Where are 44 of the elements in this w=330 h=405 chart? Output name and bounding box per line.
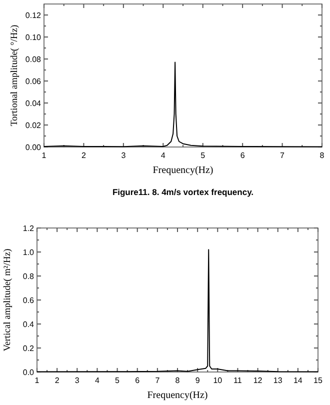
x-tick-label: 10 <box>213 376 223 385</box>
y-tick-label: 0.10 <box>25 33 42 42</box>
x-tick-label: 2 <box>54 376 60 385</box>
y-tick-label: 0.0 <box>22 368 35 377</box>
y-tick-label: 0.6 <box>22 296 35 305</box>
x-tick-label: 4 <box>160 151 166 160</box>
x-tick-label: 7 <box>280 151 286 160</box>
y-tick-label: 0.08 <box>25 55 42 64</box>
x-tick-label: 5 <box>200 151 206 160</box>
x-tick-label: 12 <box>253 376 263 385</box>
x-tick-label: 2 <box>81 151 86 160</box>
x-tick-label: 6 <box>135 376 140 385</box>
x-tick-label: 1 <box>42 151 47 160</box>
y-tick-label: 0.4 <box>22 320 35 329</box>
x-tick-label: 8 <box>175 376 180 385</box>
y-tick-label: 0.06 <box>25 77 42 86</box>
y-tick-label: 1.2 <box>22 224 35 233</box>
x-tick-label: 15 <box>314 376 323 385</box>
x-axis-title: Frequency(Hz) <box>152 165 214 176</box>
x-tick-label: 14 <box>293 376 303 385</box>
y-axis-title: Tortional amplitude( °/Hz) <box>10 24 20 126</box>
x-tick-label: 4 <box>94 376 100 385</box>
x-tick-label: 1 <box>34 376 40 385</box>
x-tick-label: 7 <box>155 376 160 385</box>
x-axis-title: Frequency(Hz) <box>147 390 208 401</box>
y-tick-label: 0.02 <box>25 121 42 130</box>
x-tick-label: 6 <box>240 151 246 160</box>
y-axis-title: Vertical amplitude( m²/Hz) <box>3 248 13 352</box>
y-tick-label: 0.8 <box>22 272 35 281</box>
caption: Figure11. 8. 4m/s vortex frequency. <box>112 187 254 197</box>
x-tick-label: 13 <box>273 376 283 385</box>
y-tick-label: 1.0 <box>22 248 35 257</box>
line-series <box>36 249 318 372</box>
x-tick-label: 3 <box>74 376 80 385</box>
x-tick-label: 8 <box>320 151 325 160</box>
x-tick-label: 3 <box>121 151 126 160</box>
x-tick-label: 5 <box>115 376 120 385</box>
x-tick-label: 9 <box>195 376 200 385</box>
x-tick-label: 11 <box>234 376 242 385</box>
y-tick-label: 0.00 <box>25 143 42 152</box>
line-series <box>44 62 322 148</box>
y-tick-label: 0.12 <box>25 11 42 20</box>
y-tick-label: 0.04 <box>25 99 42 108</box>
y-tick-label: 0.2 <box>22 344 35 353</box>
